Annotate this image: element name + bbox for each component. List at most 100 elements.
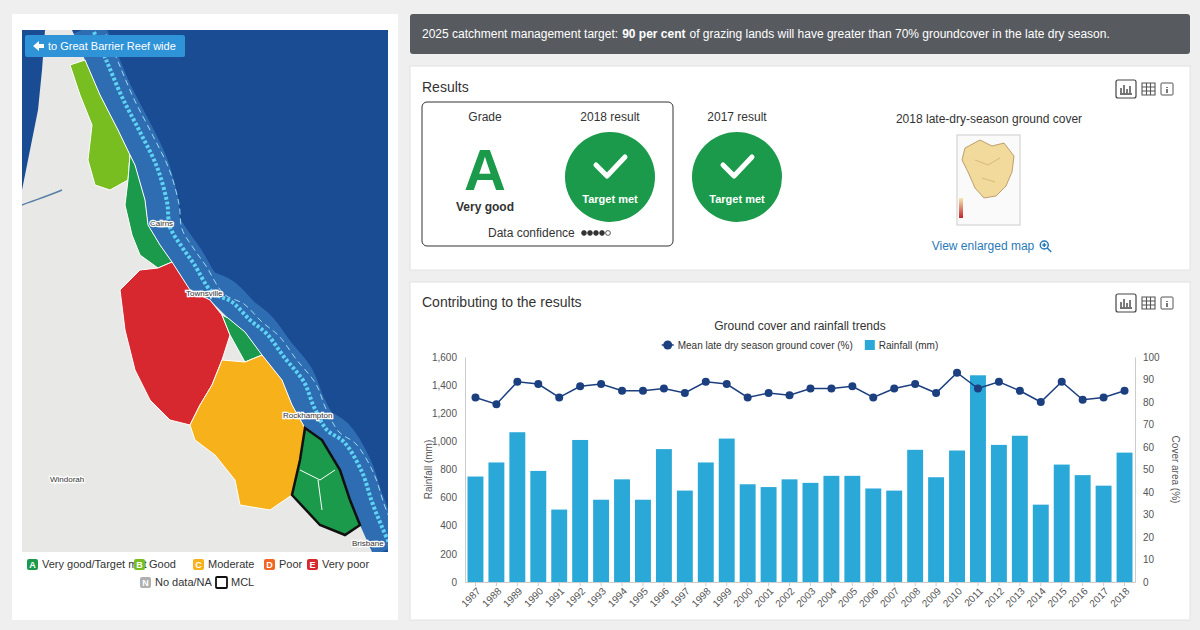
- legend-swatch: [264, 559, 275, 570]
- result-badge: [565, 132, 655, 222]
- tick-label: 40: [1143, 487, 1155, 498]
- table-icon[interactable]: [1142, 297, 1155, 309]
- marker: [1037, 398, 1045, 406]
- legend-item: Rainfall (mm): [865, 340, 938, 351]
- bar: [656, 449, 672, 582]
- chart-view-button[interactable]: [1116, 80, 1136, 98]
- line-series: [471, 369, 1128, 409]
- tick-label: 1,400: [432, 380, 457, 391]
- table-icon[interactable]: [1142, 83, 1155, 95]
- tick-label: 1994: [606, 585, 630, 609]
- thumbnail-title: 2018 late-dry-season ground cover: [896, 112, 1082, 126]
- tick-label: 2008: [899, 585, 923, 609]
- tick-mark: [517, 582, 518, 586]
- button-text[interactable]: to Great Barrier Reef wide: [48, 40, 176, 52]
- marker: [786, 391, 794, 399]
- icon-frame[interactable]: [1116, 294, 1136, 312]
- enlarge-link[interactable]: View enlarged map: [932, 239, 1035, 253]
- icon-frame[interactable]: [1116, 80, 1136, 98]
- marker: [890, 385, 898, 393]
- magnifier-handle[interactable]: [1042, 243, 1051, 252]
- bar: [677, 491, 693, 582]
- tick: 1,600: [432, 352, 465, 363]
- tick: 2015: [1045, 582, 1069, 609]
- info-button[interactable]: [1161, 83, 1173, 95]
- tick-label: 2010: [941, 585, 965, 609]
- marker: [492, 400, 500, 408]
- tick: 2011: [962, 582, 985, 609]
- thumbnail-region: [962, 140, 1014, 198]
- bar: [1117, 453, 1133, 582]
- tick-label: 2004: [815, 585, 839, 609]
- legend-label: Good: [149, 558, 176, 570]
- info-glyph[interactable]: [1166, 87, 1168, 93]
- map-panel: CairnsTownsvilleRockhamptonWindorahBrisb…: [12, 14, 406, 620]
- tick-mark: [998, 582, 999, 586]
- marker: [744, 394, 752, 402]
- river: [22, 190, 62, 205]
- axis-line: [1135, 358, 1136, 583]
- legend: Mean late dry season ground cover (%) Rai…: [662, 340, 939, 351]
- marker: [932, 389, 940, 397]
- info-icon[interactable]: [1161, 83, 1173, 95]
- marker: [806, 385, 814, 393]
- tick-label: 400: [440, 520, 457, 531]
- marker: [1079, 396, 1087, 404]
- info-icon[interactable]: [1161, 297, 1173, 309]
- marker: [471, 394, 479, 402]
- line: [475, 373, 1124, 405]
- tick-label: 2003: [794, 585, 818, 609]
- tick-label: 1991: [543, 585, 567, 609]
- tick-label: 800: [440, 464, 457, 475]
- arrow-icon: [33, 41, 44, 51]
- table-view-button[interactable]: [1142, 297, 1155, 309]
- tick-mark: [1040, 582, 1041, 586]
- bar: [572, 440, 588, 582]
- info-button[interactable]: [1161, 297, 1173, 309]
- view-icons: [1116, 80, 1173, 98]
- bar: [614, 479, 630, 582]
- tick-label: 60: [1143, 442, 1155, 453]
- back-button[interactable]: to Great Barrier Reef wide: [25, 35, 185, 57]
- legend-code: D: [266, 560, 273, 570]
- magnifier-icon[interactable]: [1040, 241, 1051, 252]
- tick: 40: [1135, 487, 1155, 498]
- grade-text: Very good: [456, 200, 514, 214]
- panel-heading: Contributing to the results: [422, 294, 582, 310]
- info-glyph[interactable]: [1166, 301, 1168, 307]
- tick-mark: [1019, 582, 1020, 586]
- marker: [555, 394, 563, 402]
- tick-mark: [580, 582, 581, 586]
- table-view-button[interactable]: [1142, 83, 1155, 95]
- result-status: Target met: [709, 193, 765, 205]
- marker: [765, 389, 773, 397]
- tick-mark: [1124, 582, 1125, 586]
- map-legend-item: MCL: [216, 576, 254, 588]
- legend-code: N: [142, 578, 149, 588]
- legend-label: MCL: [231, 576, 254, 588]
- confidence-dot: [600, 231, 605, 236]
- tick-label: 2005: [836, 585, 860, 609]
- tick: 2006: [857, 582, 881, 609]
- marker: [681, 389, 689, 397]
- tick-label: 1990: [522, 585, 546, 609]
- legend-swatch: [216, 577, 227, 588]
- tick: 2017: [1087, 582, 1111, 609]
- confidence-dot: [588, 231, 593, 236]
- tick-label: 1995: [627, 585, 651, 609]
- plot-area: [468, 369, 1133, 582]
- chart-icon[interactable]: [1120, 299, 1132, 308]
- tick: 60: [1135, 442, 1155, 453]
- land: [22, 30, 372, 552]
- tick-mark: [1061, 582, 1062, 586]
- tick-label: 2007: [878, 585, 902, 609]
- banner-text: 2025 catchment management target:90 per …: [422, 27, 1110, 41]
- chart-view-button[interactable]: [1116, 294, 1136, 312]
- chart-icon[interactable]: [1120, 85, 1132, 94]
- button-bg[interactable]: [25, 35, 185, 57]
- confidence-dot: [594, 231, 599, 236]
- confidence-dot: [606, 231, 611, 236]
- legend-label: Mean late dry season ground cover (%): [678, 340, 853, 351]
- marker: [848, 382, 856, 390]
- result-status: Target met: [582, 193, 638, 205]
